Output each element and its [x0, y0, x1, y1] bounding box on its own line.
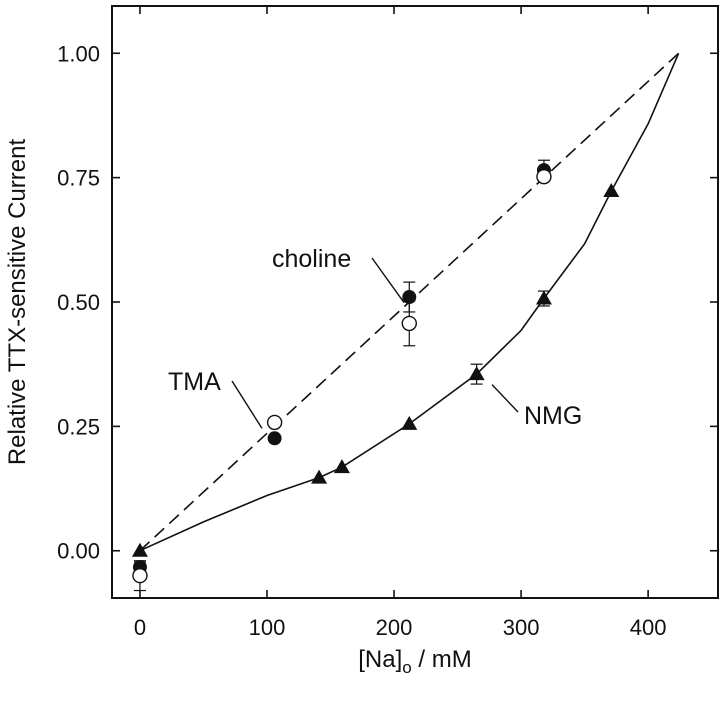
tma-marker	[401, 315, 417, 332]
choline-marker	[402, 290, 417, 305]
y-tick-label: 1.00	[57, 41, 100, 66]
nmg-marker	[603, 183, 620, 198]
data-markers	[131, 163, 620, 584]
plot-frame	[111, 5, 719, 599]
x-tick-label: 300	[503, 615, 540, 640]
nmg-marker	[131, 542, 148, 557]
x-axis-label: [Na]o / mM	[358, 646, 471, 677]
tma-marker	[132, 567, 148, 584]
nmg-label: NMG	[524, 402, 582, 430]
x-tick-label: 200	[376, 615, 413, 640]
x-tick-label: 0	[134, 615, 146, 640]
y-tick-label: 0.00	[57, 539, 100, 564]
choline-leader-line	[371, 257, 405, 303]
y-tick-label: 0.50	[57, 290, 100, 315]
annotations: choline TMA NMG	[168, 245, 582, 430]
y-axis-label: Relative TTX-sensitive Current	[4, 139, 31, 466]
tma-label: TMA	[168, 368, 221, 396]
nmg-leader-line	[491, 384, 519, 413]
axis-ticks: 0 100 200 300 400 0.00 0.25 0.50 0.75 1.00	[57, 6, 718, 640]
nmg-marker	[468, 366, 485, 381]
tma-leader-line	[231, 380, 263, 429]
tma-marker	[536, 168, 552, 185]
x-tick-label: 400	[630, 615, 667, 640]
nmg-marker	[401, 415, 418, 430]
x-tick-label: 100	[249, 615, 286, 640]
nmg-marker	[535, 290, 552, 305]
choline-marker	[267, 431, 282, 446]
tma-marker	[266, 414, 283, 431]
nmg-marker	[333, 459, 350, 474]
nmg-marker	[311, 469, 328, 484]
y-tick-label: 0.75	[57, 166, 100, 191]
choline-label: choline	[272, 245, 351, 273]
y-tick-label: 0.25	[57, 414, 100, 439]
